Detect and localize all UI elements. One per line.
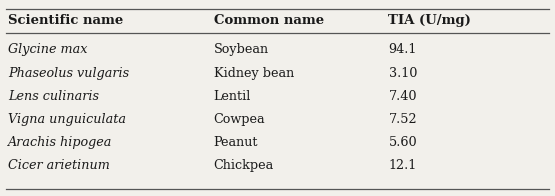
Text: Kidney bean: Kidney bean	[214, 67, 294, 80]
Text: 7.52: 7.52	[388, 113, 417, 126]
Text: TIA (U/mg): TIA (U/mg)	[388, 14, 471, 27]
Text: Peanut: Peanut	[214, 136, 258, 149]
Text: Soybean: Soybean	[214, 44, 269, 56]
Text: Scientific name: Scientific name	[8, 14, 124, 27]
Text: Lens culinaris: Lens culinaris	[8, 90, 99, 103]
Text: Vigna unguiculata: Vigna unguiculata	[8, 113, 127, 126]
Text: Arachis hipogea: Arachis hipogea	[8, 136, 113, 149]
Text: 3.10: 3.10	[388, 67, 417, 80]
Text: 7.40: 7.40	[388, 90, 417, 103]
Text: Common name: Common name	[214, 14, 324, 27]
Text: Glycine max: Glycine max	[8, 44, 88, 56]
Text: Cicer arietinum: Cicer arietinum	[8, 159, 110, 172]
Text: Chickpea: Chickpea	[214, 159, 274, 172]
Text: Cowpea: Cowpea	[214, 113, 265, 126]
Text: 12.1: 12.1	[388, 159, 417, 172]
Text: 94.1: 94.1	[388, 44, 417, 56]
Text: 5.60: 5.60	[388, 136, 417, 149]
Text: Phaseolus vulgaris: Phaseolus vulgaris	[8, 67, 129, 80]
Text: Lentil: Lentil	[214, 90, 251, 103]
